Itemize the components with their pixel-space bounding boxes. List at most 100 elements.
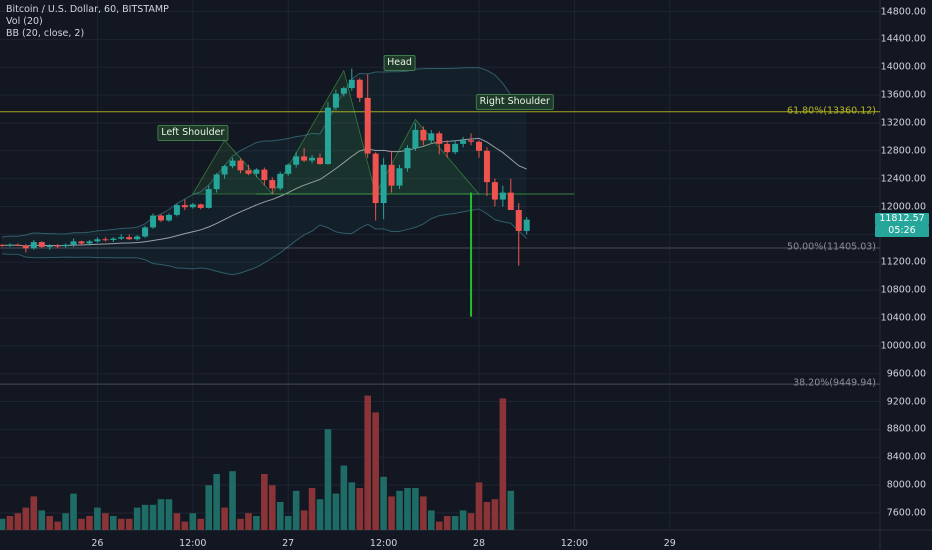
volume-bar — [340, 465, 348, 530]
y-tick-label: 10400.00 — [880, 312, 926, 324]
candle-body — [221, 166, 228, 175]
candle-body — [0, 244, 5, 246]
candle-body — [420, 129, 427, 141]
price-axis[interactable] — [881, 0, 932, 550]
volume-bar — [38, 510, 46, 530]
candle-body — [332, 93, 339, 108]
candle-body — [428, 133, 435, 141]
candle-body — [269, 180, 276, 189]
candle-body — [165, 214, 172, 221]
candle-body — [412, 129, 419, 149]
volume-bar — [0, 518, 6, 530]
volume-bar — [404, 488, 411, 530]
volume-bar — [459, 510, 467, 530]
volume-bar — [388, 496, 395, 530]
candle-body — [189, 204, 196, 208]
candle-body — [301, 156, 308, 161]
volume-bar — [324, 429, 332, 530]
volume-bar — [22, 507, 30, 530]
candle-body — [158, 215, 164, 221]
volume-bar — [197, 518, 205, 530]
candle-body — [380, 164, 387, 204]
candle-body — [46, 245, 53, 247]
volume-bar — [467, 513, 475, 530]
chart-legend: Bitcoin / U.S. Dollar, 60, BITSTAMP Vol … — [6, 4, 169, 40]
volume-bar — [300, 510, 308, 530]
volume-bar — [269, 485, 276, 530]
volume-bar — [372, 412, 379, 530]
volume-bar — [30, 496, 38, 530]
candle-body — [22, 245, 29, 249]
x-tick-label: 28 — [472, 538, 486, 549]
bb-upper — [1, 67, 527, 238]
y-tick-label: 8400.00 — [886, 451, 926, 463]
volume-bars — [0, 395, 515, 530]
pattern-label: Head — [383, 55, 416, 72]
volume-bar — [6, 516, 14, 530]
candle-body — [142, 227, 149, 237]
volume-bar — [420, 496, 427, 530]
volume-bar — [364, 395, 371, 530]
volume-bar — [221, 507, 228, 530]
candle-body — [213, 174, 220, 190]
volume-bar — [173, 513, 181, 530]
candle-body — [436, 133, 443, 144]
y-tick-label: 10000.00 — [880, 340, 926, 352]
candle-body — [134, 236, 141, 240]
y-tick-label: 14400.00 — [880, 33, 926, 45]
volume-bar — [475, 482, 483, 530]
y-tick-label: 8000.00 — [886, 479, 926, 491]
volume-bar — [78, 518, 85, 530]
y-tick-label: 11200.00 — [880, 256, 926, 268]
candle-body — [293, 156, 300, 165]
y-tick-label: 8800.00 — [886, 423, 926, 435]
candle-body — [491, 182, 498, 200]
volume-bar — [54, 521, 61, 530]
candle-body — [102, 239, 109, 241]
candle-body — [460, 140, 467, 144]
volume-bar — [435, 521, 443, 530]
candle-body — [253, 169, 260, 174]
candle-body — [523, 219, 530, 231]
candle-body — [340, 88, 347, 94]
volume-bar — [412, 488, 419, 530]
fib-label: 50.00%(11405.03) — [787, 241, 876, 253]
volume-bar — [396, 490, 403, 530]
candle-body — [452, 143, 459, 153]
candle-body — [62, 244, 69, 247]
fib-label: 38.20%(9449.94) — [793, 377, 876, 389]
candle-body — [444, 143, 451, 153]
candle-body — [38, 242, 45, 247]
volume-bar — [245, 513, 252, 530]
candle-body — [499, 192, 506, 200]
volume-bar — [157, 499, 165, 530]
candle-body — [348, 79, 355, 89]
y-tick-label: 12000.00 — [880, 201, 926, 213]
volume-bar — [181, 521, 189, 530]
volume-bar — [428, 510, 435, 530]
candle-body — [245, 170, 252, 174]
candle-body — [372, 153, 379, 204]
volume-bar — [483, 502, 491, 530]
x-tick-label: 26 — [91, 538, 104, 549]
candle-body — [118, 237, 125, 239]
volume-bar — [205, 485, 212, 530]
candles — [0, 68, 530, 266]
volume-bar — [165, 499, 173, 530]
candle-body — [150, 215, 157, 228]
x-tick-label: 12:00 — [560, 538, 589, 549]
candle-body — [173, 205, 180, 215]
volume-bar — [380, 476, 387, 530]
volume-bar — [491, 499, 499, 530]
pattern-label: Right Shoulder — [475, 94, 554, 111]
volume-bar — [229, 471, 236, 530]
y-tick-label: 13200.00 — [880, 117, 926, 129]
candle-body — [277, 173, 284, 189]
candle-body — [94, 239, 101, 242]
y-tick-label: 9600.00 — [886, 368, 926, 380]
candle-body — [6, 244, 13, 246]
volume-bar — [276, 502, 284, 530]
candle-body — [507, 192, 514, 211]
